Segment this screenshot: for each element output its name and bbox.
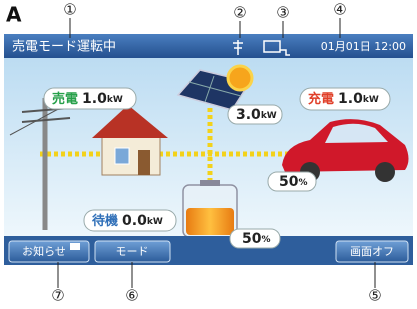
callout: ④ (333, 1, 346, 19)
callout: ① (63, 1, 76, 19)
datetime: 01月01日 12:00 (321, 40, 406, 53)
battery (183, 180, 237, 237)
callout: ⑤ (368, 287, 381, 305)
callout: ② (233, 4, 246, 22)
callout: ③ (276, 4, 289, 22)
figure-label: A (6, 3, 22, 27)
mode-text: 売電モード運転中 (12, 39, 116, 55)
mail-icon (70, 243, 80, 250)
sun (228, 66, 252, 90)
notice-button-label: お知らせ (22, 244, 66, 258)
screen-off-button-label: 画面オフ (350, 245, 394, 258)
manual-figure: A 売電モード運転中 01月01日 12:00 お知らせ モード 画面オフ 売電… (0, 0, 417, 309)
callout: ⑦ (51, 287, 64, 305)
callout: ⑥ (125, 287, 138, 305)
mode-button-label: モード (116, 245, 149, 258)
